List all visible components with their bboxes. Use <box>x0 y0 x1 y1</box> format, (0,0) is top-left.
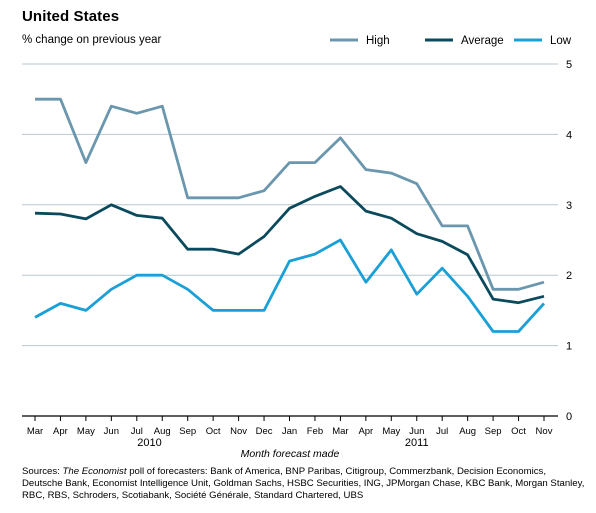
x-tick-label: Jul <box>131 426 143 437</box>
x-tick-label: Mar <box>27 426 43 437</box>
legend-label-average: Average <box>461 35 504 47</box>
chart-title: United States <box>22 8 120 25</box>
source-publication: The Economist <box>62 466 127 477</box>
x-tick-label: Apr <box>358 426 373 437</box>
series-lines <box>34 97 546 333</box>
x-tick-label: Dec <box>256 426 273 437</box>
x-tick-label: Nov <box>536 426 553 437</box>
x-tick-label: Jun <box>409 426 424 437</box>
x-tick-label: Jul <box>436 426 448 437</box>
legend-label-low: Low <box>550 35 572 47</box>
source-prefix: Sources: <box>22 466 63 477</box>
x-tick-label: Apr <box>53 426 68 437</box>
x-tick-label: Mar <box>332 426 348 437</box>
series-line-average <box>34 185 545 305</box>
x-tick-label: Sep <box>179 426 196 437</box>
x-axis-label: Month forecast made <box>241 448 340 460</box>
x-tick-label: Nov <box>230 426 247 437</box>
x-axis: Mar Apr May Jun Jul Aug Sep Oct Nov Dec Jan Feb Mar A… <box>22 415 558 449</box>
y-tick-label: 3 <box>566 200 572 212</box>
series-line-high <box>35 97 545 291</box>
y-tick-label: 1 <box>566 341 572 353</box>
y-tick-label: 2 <box>566 270 572 282</box>
legend-label-high: High <box>366 35 390 47</box>
source-note: Sources: The Economist poll of forecaste… <box>22 466 587 502</box>
year-label: 2011 <box>405 437 429 449</box>
x-tick-label: Feb <box>307 426 323 437</box>
y-tick-label: 0 <box>566 411 572 423</box>
legend: High Average Low <box>330 35 572 47</box>
series-line-low <box>34 238 546 333</box>
x-tick-label: May <box>77 426 95 437</box>
y-tick-label: 4 <box>566 129 572 141</box>
year-label: 2010 <box>137 437 161 449</box>
x-tick-label: Aug <box>459 426 476 437</box>
x-tick-label: Oct <box>206 426 221 437</box>
line-chart: High Average Low 0 1 2 3 4 5 Mar Apr May Jun Jul Aug… <box>22 35 572 460</box>
x-tick-label: May <box>382 426 400 437</box>
y-tick-label: 5 <box>566 59 572 71</box>
x-tick-label: Oct <box>511 426 526 437</box>
x-tick-label: Aug <box>154 426 171 437</box>
x-tick-label: Jun <box>104 426 119 437</box>
x-tick-label: Jan <box>282 426 297 437</box>
chart-subtitle: % change on previous year <box>22 34 162 46</box>
y-axis-ticks: 0 1 2 3 4 5 <box>566 59 572 423</box>
x-tick-label: Sep <box>485 426 502 437</box>
gridlines <box>22 63 558 347</box>
source-rest: poll of forecasters: Bank of America, BN… <box>22 466 585 501</box>
